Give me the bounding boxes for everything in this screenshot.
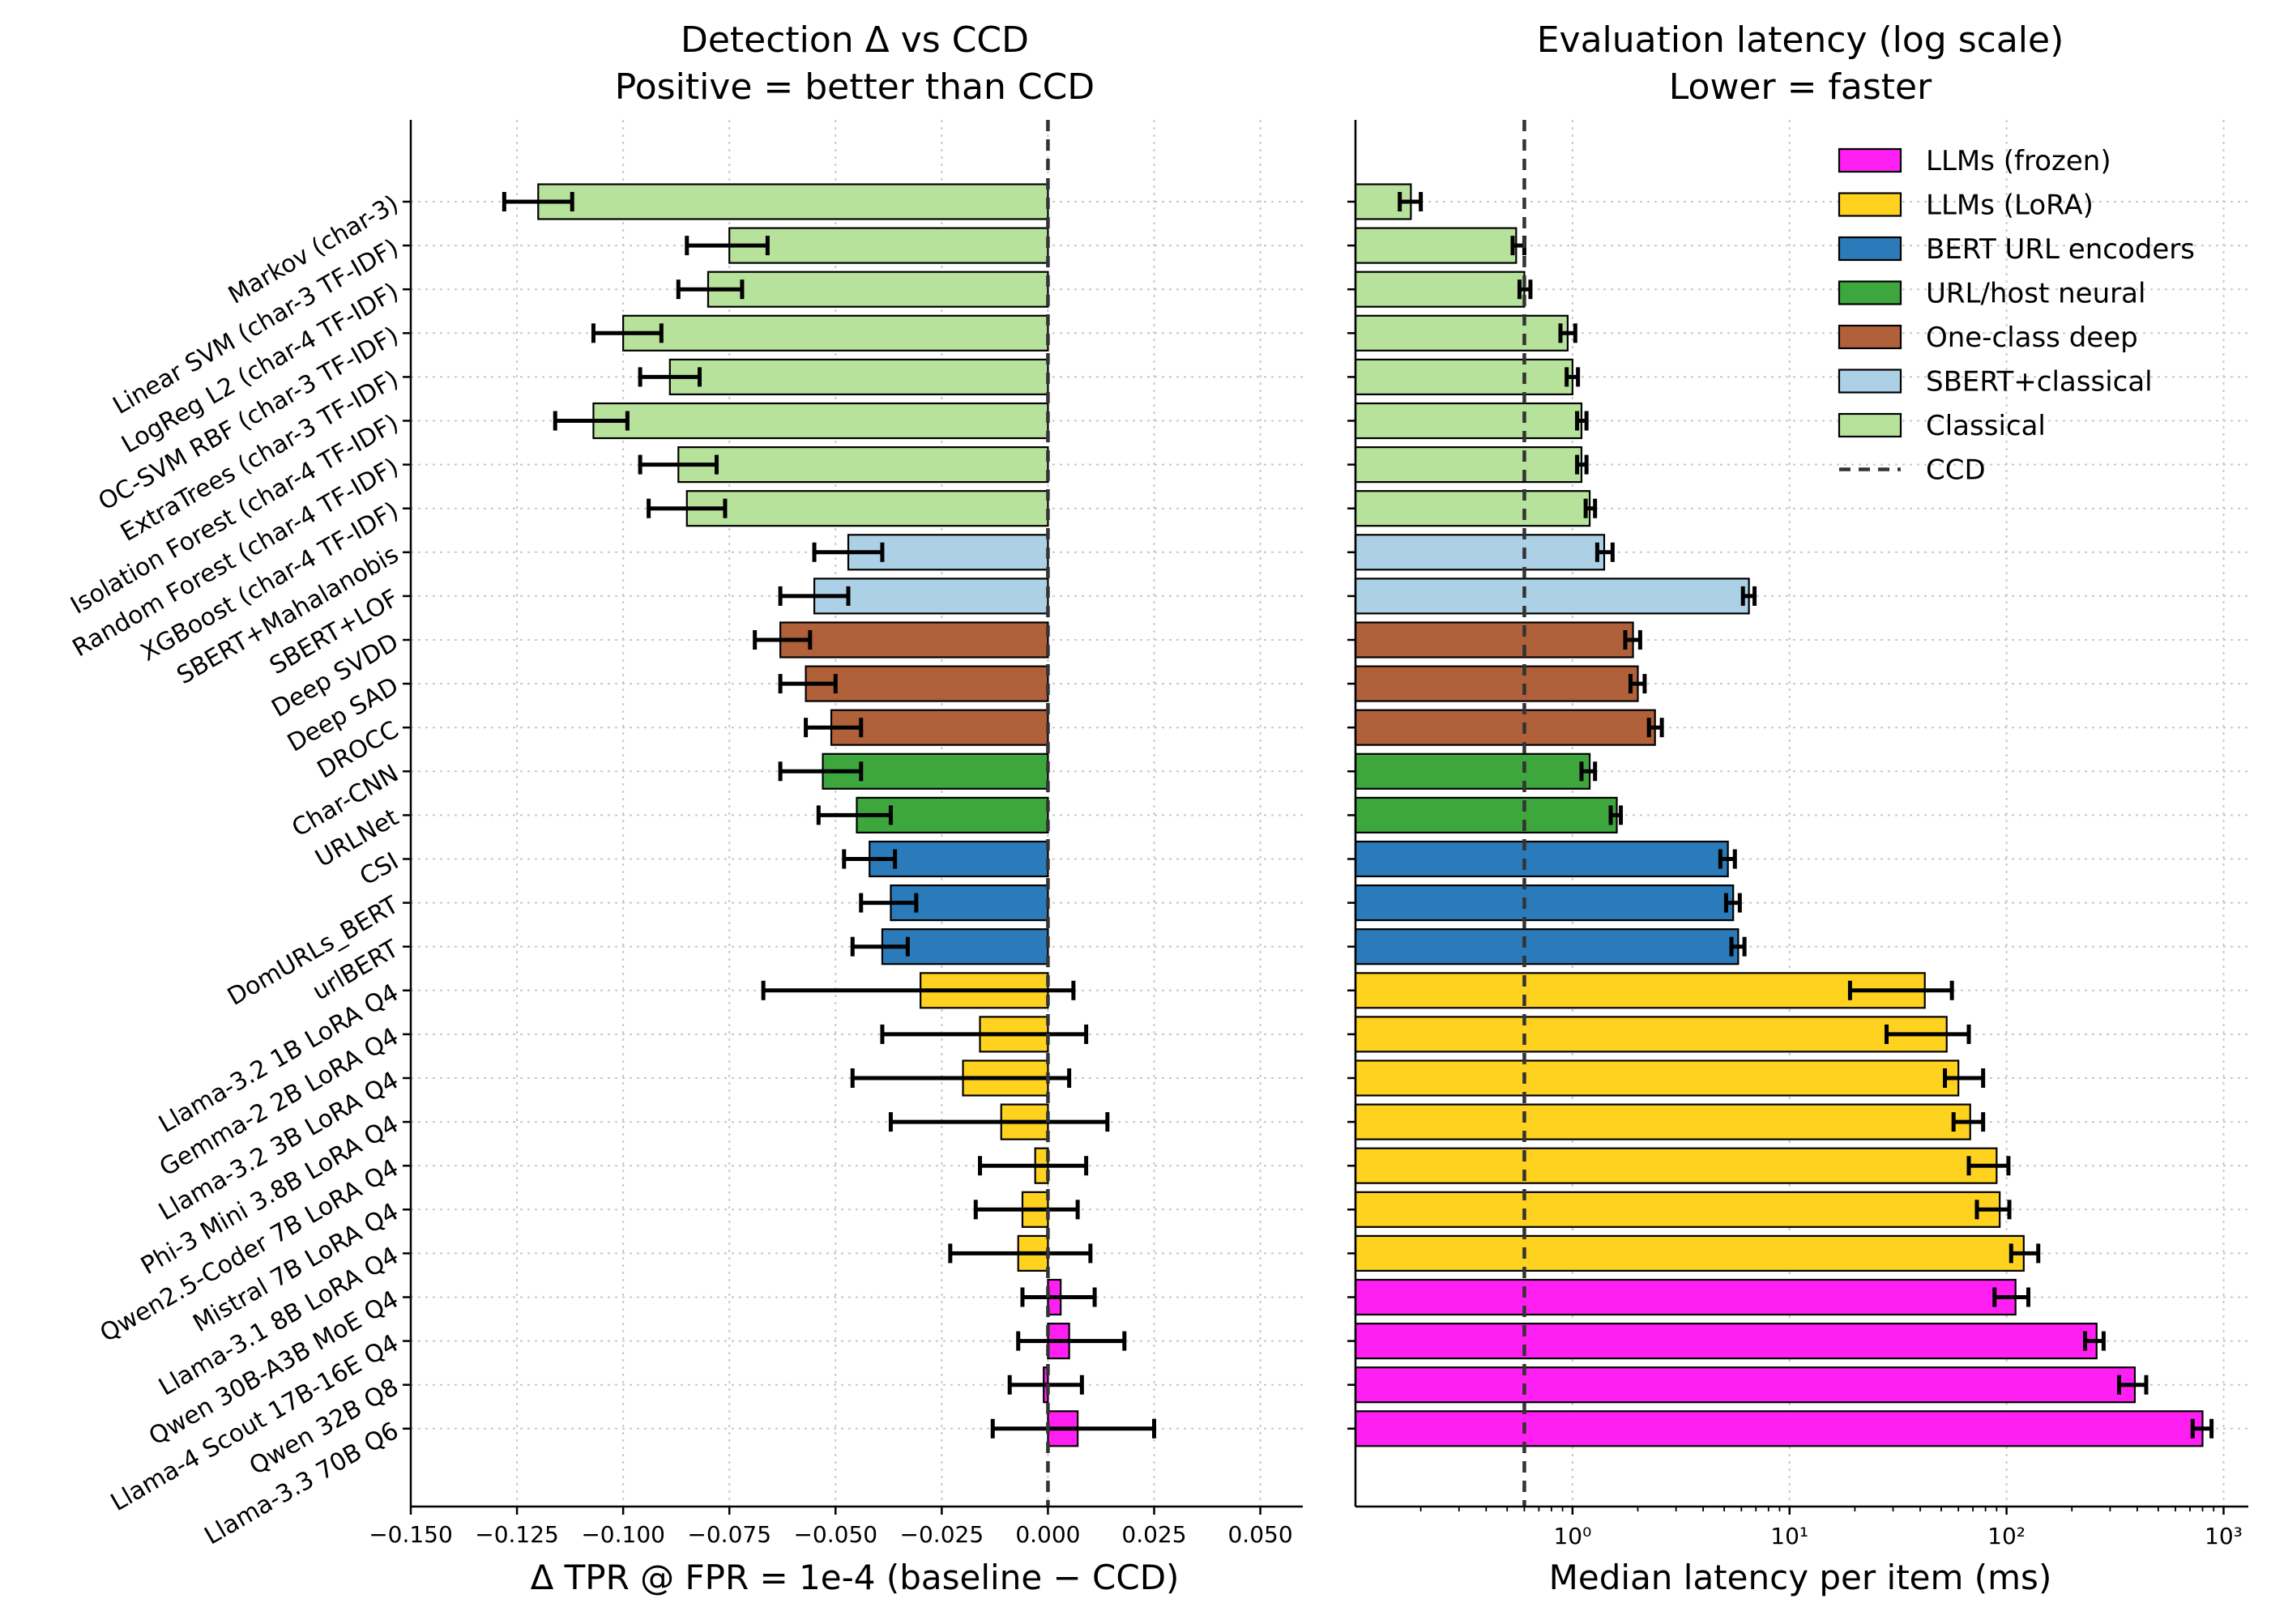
right-bar <box>1354 1410 2204 1447</box>
legend-swatch <box>1838 192 1902 217</box>
left-bar <box>622 314 1049 352</box>
left-bar <box>830 709 1049 746</box>
legend-label: BERT URL encoders <box>1926 233 2195 266</box>
legend-label: URL/host neural <box>1926 278 2145 310</box>
left-chart-area: −0.150 −0.125 −0.100 −0.075 −0.050 −0.025 0.00… <box>66 120 1303 1550</box>
right-bar <box>1354 227 1518 264</box>
right-title: Evaluation latency (log scale) <box>1537 19 2064 61</box>
right-bar <box>1354 1234 2025 1272</box>
legend-label: SBERT+classical <box>1926 366 2153 399</box>
left-x-tick-label: −0.050 <box>793 1521 877 1548</box>
right-bar <box>1354 1322 2098 1360</box>
legend-label: One-class deep <box>1926 322 2138 354</box>
left-x-tick-label: −0.025 <box>900 1521 984 1548</box>
right-bar <box>1354 358 1573 395</box>
left-title: Detection Δ vs CCD <box>681 19 1029 61</box>
right-bar <box>1354 1147 1998 1184</box>
right-chart-area: 10⁰ 10¹ 10² 10³ <box>1347 120 2248 1549</box>
right-bar <box>1354 578 1750 615</box>
left-bar <box>728 227 1049 264</box>
legend-label: Classical <box>1926 410 2046 442</box>
left-bar <box>537 183 1049 220</box>
right-bar <box>1354 752 1591 790</box>
left-bar <box>677 445 1049 484</box>
right-bar <box>1354 1366 2137 1404</box>
left-x-tick-label: −0.100 <box>581 1521 665 1548</box>
left-x-tick-label: −0.075 <box>687 1521 771 1548</box>
left-bar <box>668 358 1049 395</box>
left-x-tick-label: 0.025 <box>1121 1521 1186 1548</box>
right-bar <box>1354 271 1526 308</box>
left-x-tick-label: 0.000 <box>1015 1521 1080 1548</box>
legend-swatch <box>1838 369 1902 394</box>
right-bar <box>1354 928 1740 965</box>
left-bar <box>592 402 1049 440</box>
legend-ccd-label: CCD <box>1926 454 1986 487</box>
right-bar <box>1354 884 1735 922</box>
left-x-tick-label: −0.150 <box>369 1521 453 1548</box>
right-x-tick-label: 10³ <box>2205 1523 2243 1549</box>
left-x-axis-label: Δ TPR @ FPR = 1e-4 (baseline − CCD) <box>531 1558 1180 1597</box>
right-bar <box>1354 665 1639 702</box>
right-bar <box>1354 490 1591 527</box>
right-bar <box>1354 314 1569 352</box>
legend-swatch <box>1838 147 1902 173</box>
right-x-axis-label: Median latency per item (ms) <box>1549 1558 2052 1597</box>
legend: LLMs (frozen) LLMs (LoRA) BERT URL encoder… <box>1838 145 2195 487</box>
right-bar <box>1354 1016 1948 1053</box>
right-bar <box>1354 445 1583 484</box>
right-x-tick-label: 10⁰ <box>1553 1523 1591 1549</box>
legend-swatch <box>1838 412 1902 438</box>
right-bar <box>1354 1059 1960 1097</box>
legend-swatch <box>1838 280 1902 305</box>
right-bar <box>1354 402 1583 440</box>
left-bar <box>869 840 1049 878</box>
category-label: CSI <box>355 847 403 892</box>
right-bar <box>1354 621 1634 659</box>
left-subtitle: Positive = better than CCD <box>615 66 1095 108</box>
left-bar <box>706 271 1049 308</box>
right-bar <box>1354 534 1606 571</box>
right-subtitle: Lower = faster <box>1669 66 1932 108</box>
right-bar <box>1354 1191 2001 1228</box>
left-bar <box>779 621 1049 659</box>
right-bar <box>1354 972 1926 1009</box>
legend-label: LLMs (LoRA) <box>1926 190 2094 222</box>
left-bar <box>685 490 1049 527</box>
left-x-tick-label: 0.050 <box>1227 1521 1292 1548</box>
right-bar <box>1354 1103 1971 1140</box>
right-bar <box>1354 709 1656 746</box>
legend-swatch <box>1838 324 1902 350</box>
right-x-tick-label: 10² <box>1987 1523 2026 1549</box>
legend-swatch <box>1838 236 1902 262</box>
right-bar <box>1354 840 1729 878</box>
left-x-tick-label: −0.125 <box>475 1521 559 1548</box>
right-bar <box>1354 796 1618 834</box>
left-bar <box>805 665 1049 702</box>
right-x-tick-label: 10¹ <box>1770 1523 1808 1549</box>
left-bar <box>881 928 1049 965</box>
right-bar <box>1354 1278 2017 1316</box>
legend-label: LLMs (frozen) <box>1926 145 2111 177</box>
